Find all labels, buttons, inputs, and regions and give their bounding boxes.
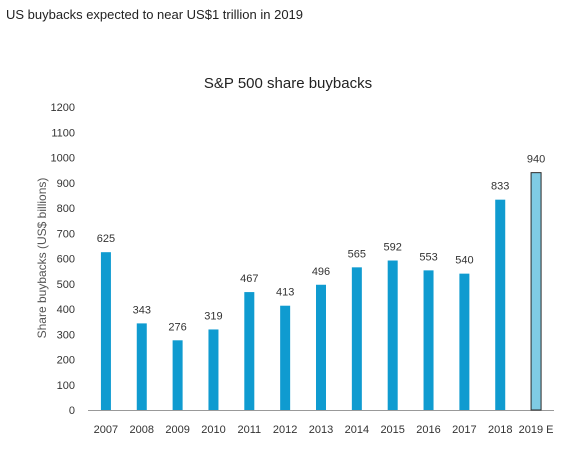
x-tick-label: 2017 [452,424,476,436]
x-axis-ticks: 2007 2008 2009 2010 2011 2012 2013 2014 2015 2016… [94,424,554,436]
x-tick-label: 2018 [488,424,512,436]
data-label: 413 [276,287,294,299]
x-tick-label: 2013 [309,424,333,436]
x-tick-label: 2012 [273,424,297,436]
x-tick-label: 2008 [130,424,154,436]
x-tick-label: 2015 [380,424,404,436]
y-tick-label: 700 [57,228,75,240]
data-label: 553 [419,251,437,263]
bar [351,267,362,410]
bar [459,273,470,410]
bar-estimate [530,172,542,411]
x-tick-label: 2007 [94,424,118,436]
data-label: 592 [384,242,402,254]
y-tick-label: 300 [57,329,75,341]
data-label: 625 [97,233,115,245]
y-axis-label: Share buybacks (US$ billions) [35,178,49,339]
data-label: 833 [491,181,509,193]
data-label: 467 [240,273,258,285]
bar [387,260,398,410]
data-label: 319 [204,310,222,322]
bar [136,323,147,410]
data-label: 276 [168,321,186,333]
data-label: 343 [133,304,151,316]
bar [423,270,434,410]
y-tick-label: 400 [57,304,75,316]
bar [244,292,255,410]
bar [208,329,219,410]
bar [100,252,111,410]
y-axis-ticks: 0 100 200 300 400 500 600 700 800 900 1000 1100 1200 [51,102,75,417]
chart-title: S&P 500 share buybacks [204,75,372,92]
y-tick-label: 1100 [51,127,75,139]
x-tick-label: 2009 [165,424,189,436]
x-tick-label: 2019 E [519,424,554,436]
header-title: US buybacks expected to near US$1 trilli… [6,7,304,22]
y-tick-label: 1000 [51,153,75,165]
bar [316,284,326,410]
x-tick-label: 2016 [416,424,440,436]
y-tick-label: 1200 [51,102,75,114]
y-tick-label: 800 [57,203,75,215]
y-tick-label: 100 [57,380,75,392]
data-label: 540 [455,255,473,267]
x-tick-label: 2014 [345,424,369,436]
y-tick-label: 200 [57,355,75,367]
y-tick-label: 500 [57,279,75,291]
data-label: 565 [348,248,366,260]
x-tick-label: 2011 [237,424,261,436]
data-label: 496 [312,266,330,278]
bar [172,340,183,410]
bar [495,199,506,410]
y-tick-label: 0 [69,405,75,417]
bars-group [100,172,542,411]
y-tick-label: 600 [57,254,75,266]
bar [280,305,291,410]
y-tick-label: 900 [57,178,75,190]
x-tick-label: 2010 [201,424,225,436]
data-label: 940 [527,154,545,166]
data-labels-group: 625 343 276 319 467 413 496 565 592 553 540 833 940 [97,154,546,334]
